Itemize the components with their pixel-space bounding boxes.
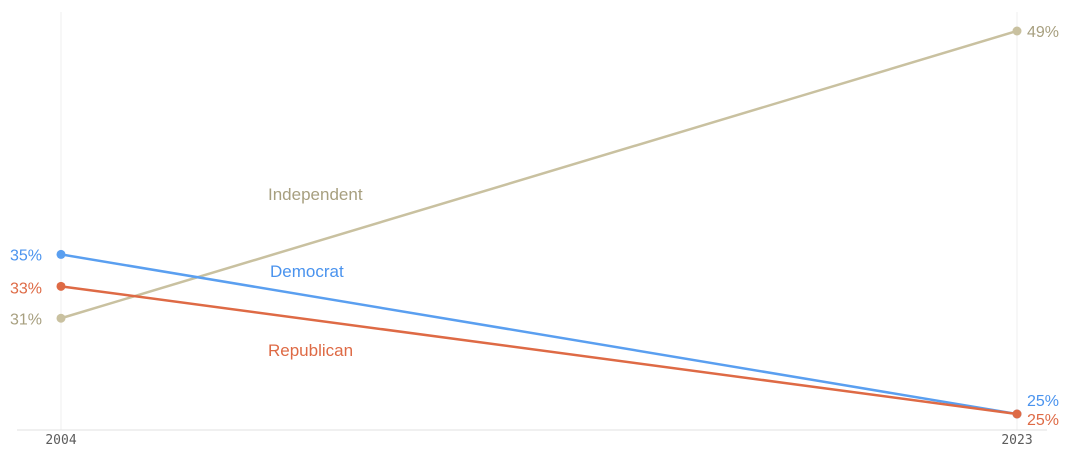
start-value-label-republican: 33% bbox=[10, 280, 42, 297]
end-value-label-democrat: 25% bbox=[1027, 393, 1059, 410]
data-point-republican-2004 bbox=[56, 281, 66, 291]
data-point-republican-2023 bbox=[1012, 409, 1022, 419]
end-value-label-republican: 25% bbox=[1027, 412, 1059, 429]
series-label-democrat: Democrat bbox=[270, 262, 344, 281]
grid-layer bbox=[60, 12, 1018, 430]
data-point-independent-2023 bbox=[1012, 26, 1022, 36]
series-layer bbox=[56, 26, 1022, 419]
series-line-independent bbox=[59, 29, 1019, 320]
series-label-republican: Republican bbox=[268, 341, 353, 360]
data-point-independent-2004 bbox=[56, 313, 66, 323]
label-layer: Independent Democrat Republican 31% 35% 33% 49… bbox=[10, 24, 1059, 429]
x-tick-label-2023: 2023 bbox=[1001, 433, 1032, 448]
end-value-label-independent: 49% bbox=[1027, 24, 1059, 41]
series-label-independent: Independent bbox=[268, 185, 363, 204]
series-line-democrat bbox=[59, 253, 1019, 416]
x-tick-label-2004: 2004 bbox=[45, 433, 76, 448]
series-line-republican bbox=[59, 285, 1019, 416]
start-value-label-democrat: 35% bbox=[10, 247, 42, 264]
x-axis: 2004 2023 bbox=[17, 429, 1047, 448]
data-point-democrat-2004 bbox=[56, 249, 66, 259]
start-value-label-independent: 31% bbox=[10, 311, 42, 328]
